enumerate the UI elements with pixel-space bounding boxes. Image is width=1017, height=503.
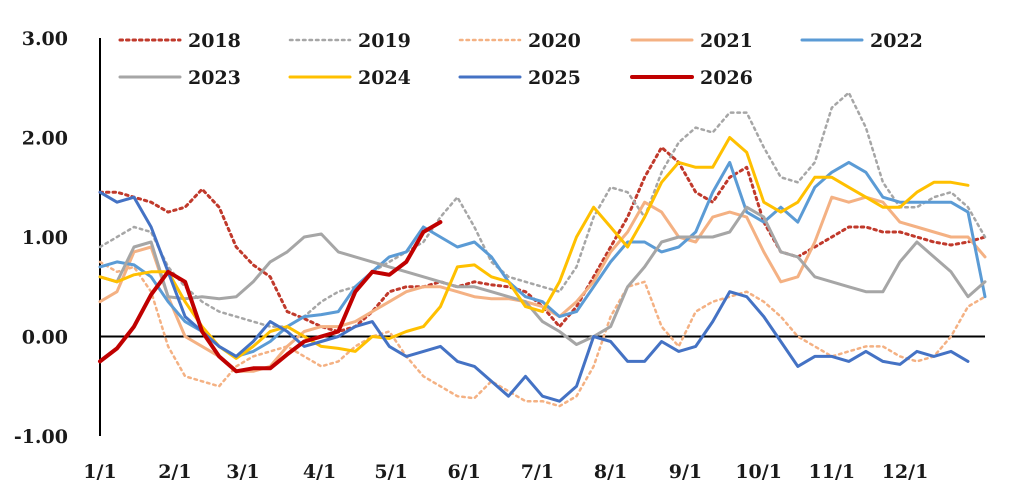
legend-label-2024: 2024 [358, 67, 411, 89]
y-tick-label: 1.00 [22, 227, 68, 249]
y-tick-label: 2.00 [22, 128, 68, 150]
series-line-2023 [98, 205, 987, 346]
legend-label-2018: 2018 [188, 30, 241, 52]
series-line-2019 [98, 91, 987, 328]
x-tick-label: 3/1 [226, 461, 259, 483]
legend-label-2019: 2019 [358, 30, 411, 52]
series-lines [98, 91, 987, 408]
legend-label-2025: 2025 [528, 67, 581, 89]
x-tick-label: 11/1 [809, 461, 856, 483]
legend: 2018 2019 2020 2021 2022 2023 2024 2025 2026 [118, 30, 923, 89]
legend-label-2022: 2022 [870, 30, 923, 52]
series-line-2024 [98, 136, 970, 360]
legend-label-2021: 2021 [700, 30, 753, 52]
y-tick-label: 3.00 [22, 28, 68, 50]
series-line-2022 [98, 160, 987, 358]
series-line-2025 [98, 190, 970, 403]
x-tick-label: 4/1 [303, 461, 336, 483]
x-tick-label: 1/1 [83, 461, 116, 483]
series-line-2020 [98, 260, 987, 408]
legend-label-2020: 2020 [528, 30, 581, 52]
series-line-2018 [98, 145, 987, 333]
x-tick-label: 10/1 [735, 461, 782, 483]
x-tick-label: 6/1 [448, 461, 481, 483]
y-tick-label: -1.00 [14, 426, 68, 448]
x-tick-label: 12/1 [882, 461, 929, 483]
x-tick-label: 9/1 [669, 461, 702, 483]
x-tick-label: 7/1 [521, 461, 554, 483]
x-tick-labels: 1/1 2/1 3/1 4/1 5/1 6/1 7/1 8/1 9/1 10/1 11/1 12/1 [83, 461, 928, 483]
legend-label-2023: 2023 [188, 67, 241, 89]
x-tick-label: 8/1 [594, 461, 627, 483]
legend-label-2026: 2026 [700, 67, 753, 89]
y-tick-label: 0.00 [22, 327, 68, 349]
series-line-2026 [98, 220, 443, 374]
x-tick-label: 5/1 [374, 461, 407, 483]
series-line-2021 [98, 195, 987, 373]
y-tick-labels: 3.00 2.00 1.00 0.00 -1.00 [14, 28, 68, 448]
x-tick-label: 2/1 [158, 461, 191, 483]
